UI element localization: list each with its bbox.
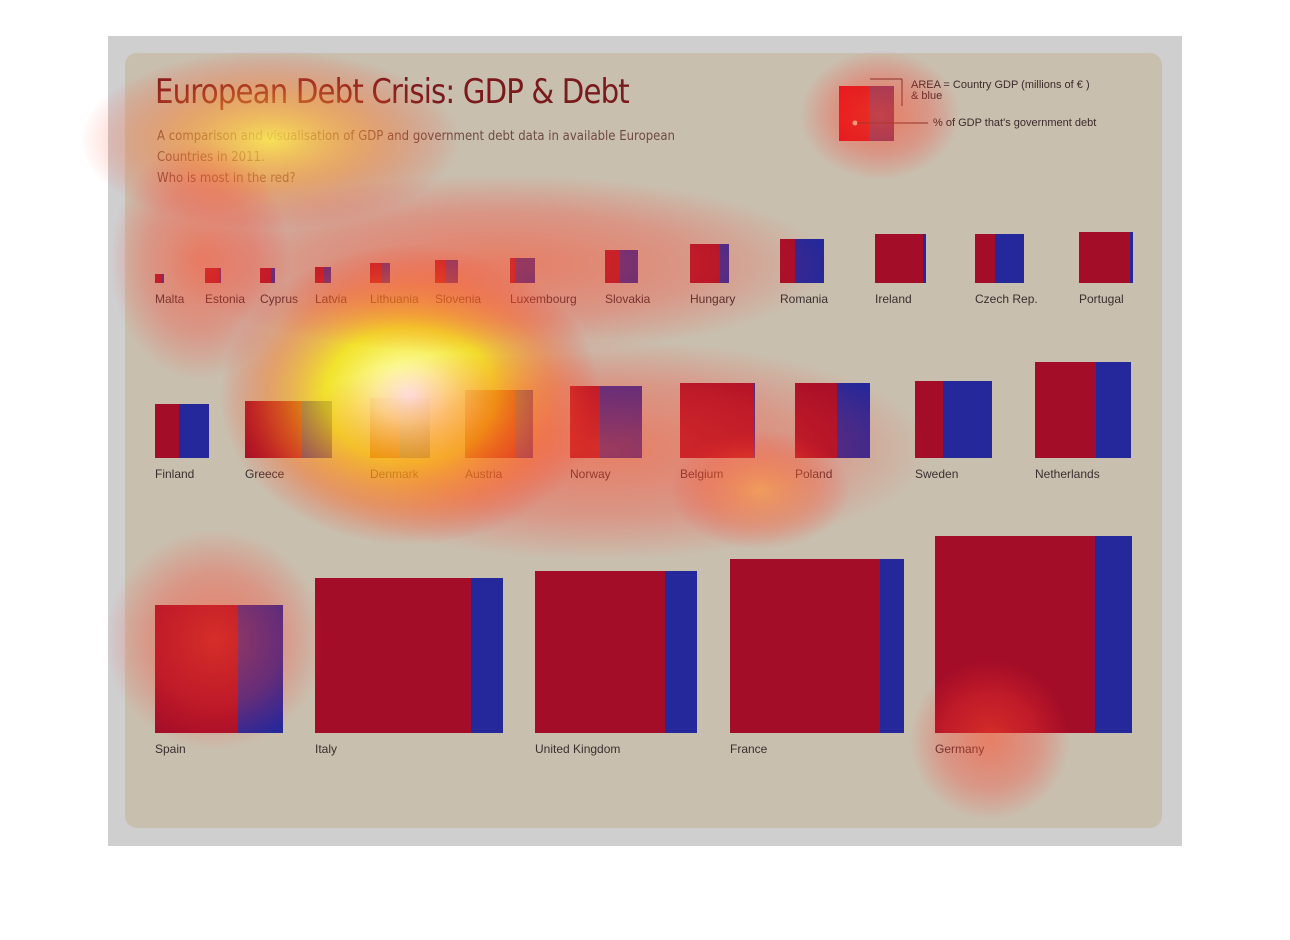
country-squares: Malta Estonia Cyprus Latvia Lithuania Sloveni…	[155, 232, 1133, 756]
debt-share-sweden	[943, 381, 992, 458]
debt-share-malta	[161, 274, 164, 283]
country-label-hungary: Hungary	[690, 292, 735, 306]
debt-share-slovenia	[445, 260, 458, 283]
debt-share-austria	[515, 390, 533, 458]
country-label-luxembourg: Luxembourg	[510, 292, 577, 306]
country-label-denmark: Denmark	[370, 467, 420, 481]
country-label-greece: Greece	[245, 467, 285, 481]
country-label-slovakia: Slovakia	[605, 292, 651, 306]
country-label-slovenia: Slovenia	[435, 292, 481, 306]
country-label-ireland: Ireland	[875, 292, 912, 306]
country-label-poland: Poland	[795, 467, 832, 481]
debt-share-france	[880, 559, 904, 733]
country-label-portugal: Portugal	[1079, 292, 1124, 306]
gdp-square-portugal	[1079, 232, 1133, 283]
debt-share-latvia	[324, 267, 331, 283]
country-label-belgium: Belgium	[680, 467, 723, 481]
country-label-cyprus: Cyprus	[260, 292, 298, 306]
debt-share-ireland	[923, 234, 926, 283]
country-label-latvia: Latvia	[315, 292, 347, 306]
debt-share-portugal	[1130, 232, 1133, 283]
debt-share-finland	[179, 404, 209, 458]
country-label-germany: Germany	[935, 742, 984, 756]
country-label-spain: Spain	[155, 742, 186, 756]
legend-area-label: AREA = Country GDP (millions of € )	[911, 79, 1090, 91]
debt-share-germany	[1095, 536, 1132, 733]
country-label-united-kingdom: United Kingdom	[535, 742, 620, 756]
country-label-italy: Italy	[315, 742, 337, 756]
country-label-finland: Finland	[155, 467, 194, 481]
gdp-square-ireland	[875, 234, 926, 283]
country-label-sweden: Sweden	[915, 467, 958, 481]
debt-share-norway	[600, 386, 642, 458]
country-label-malta: Malta	[155, 292, 185, 306]
country-label-estonia: Estonia	[205, 292, 245, 306]
country-label-lithuania: Lithuania	[370, 292, 419, 306]
country-label-netherlands: Netherlands	[1035, 467, 1100, 481]
debt-share-estonia	[219, 268, 221, 283]
country-label-czech-rep-: Czech Rep.	[975, 292, 1038, 306]
gdp-square-france	[730, 559, 904, 733]
debt-share-cyprus	[271, 268, 275, 283]
country-label-france: France	[730, 742, 768, 756]
legend-area-label-2: & blue	[911, 90, 943, 102]
gdp-square-estonia	[205, 268, 221, 283]
gdp-square-belgium	[680, 383, 755, 458]
debt-share-slovakia	[620, 250, 638, 283]
debt-share-luxembourg	[515, 258, 535, 283]
debt-share-spain	[238, 605, 283, 733]
legend: AREA = Country GDP (millions of € ) & bl…	[835, 74, 1135, 154]
country-label-norway: Norway	[570, 467, 611, 481]
debt-share-hungary	[720, 244, 729, 283]
debt-share-lithuania	[381, 263, 390, 283]
debt-share-greece	[302, 401, 332, 458]
debt-share-italy	[471, 578, 503, 733]
country-label-romania: Romania	[780, 292, 828, 306]
debt-share-united-kingdom	[665, 571, 697, 733]
country-label-austria: Austria	[465, 467, 503, 481]
debt-share-czech-rep-	[995, 234, 1024, 283]
legend-debt-label: % of GDP that's government debt	[933, 117, 1097, 129]
debt-share-poland	[837, 383, 870, 458]
debt-share-netherlands	[1096, 362, 1131, 458]
debt-share-denmark	[400, 398, 430, 458]
debt-share-romania	[795, 239, 824, 283]
debt-share-belgium	[754, 383, 755, 458]
